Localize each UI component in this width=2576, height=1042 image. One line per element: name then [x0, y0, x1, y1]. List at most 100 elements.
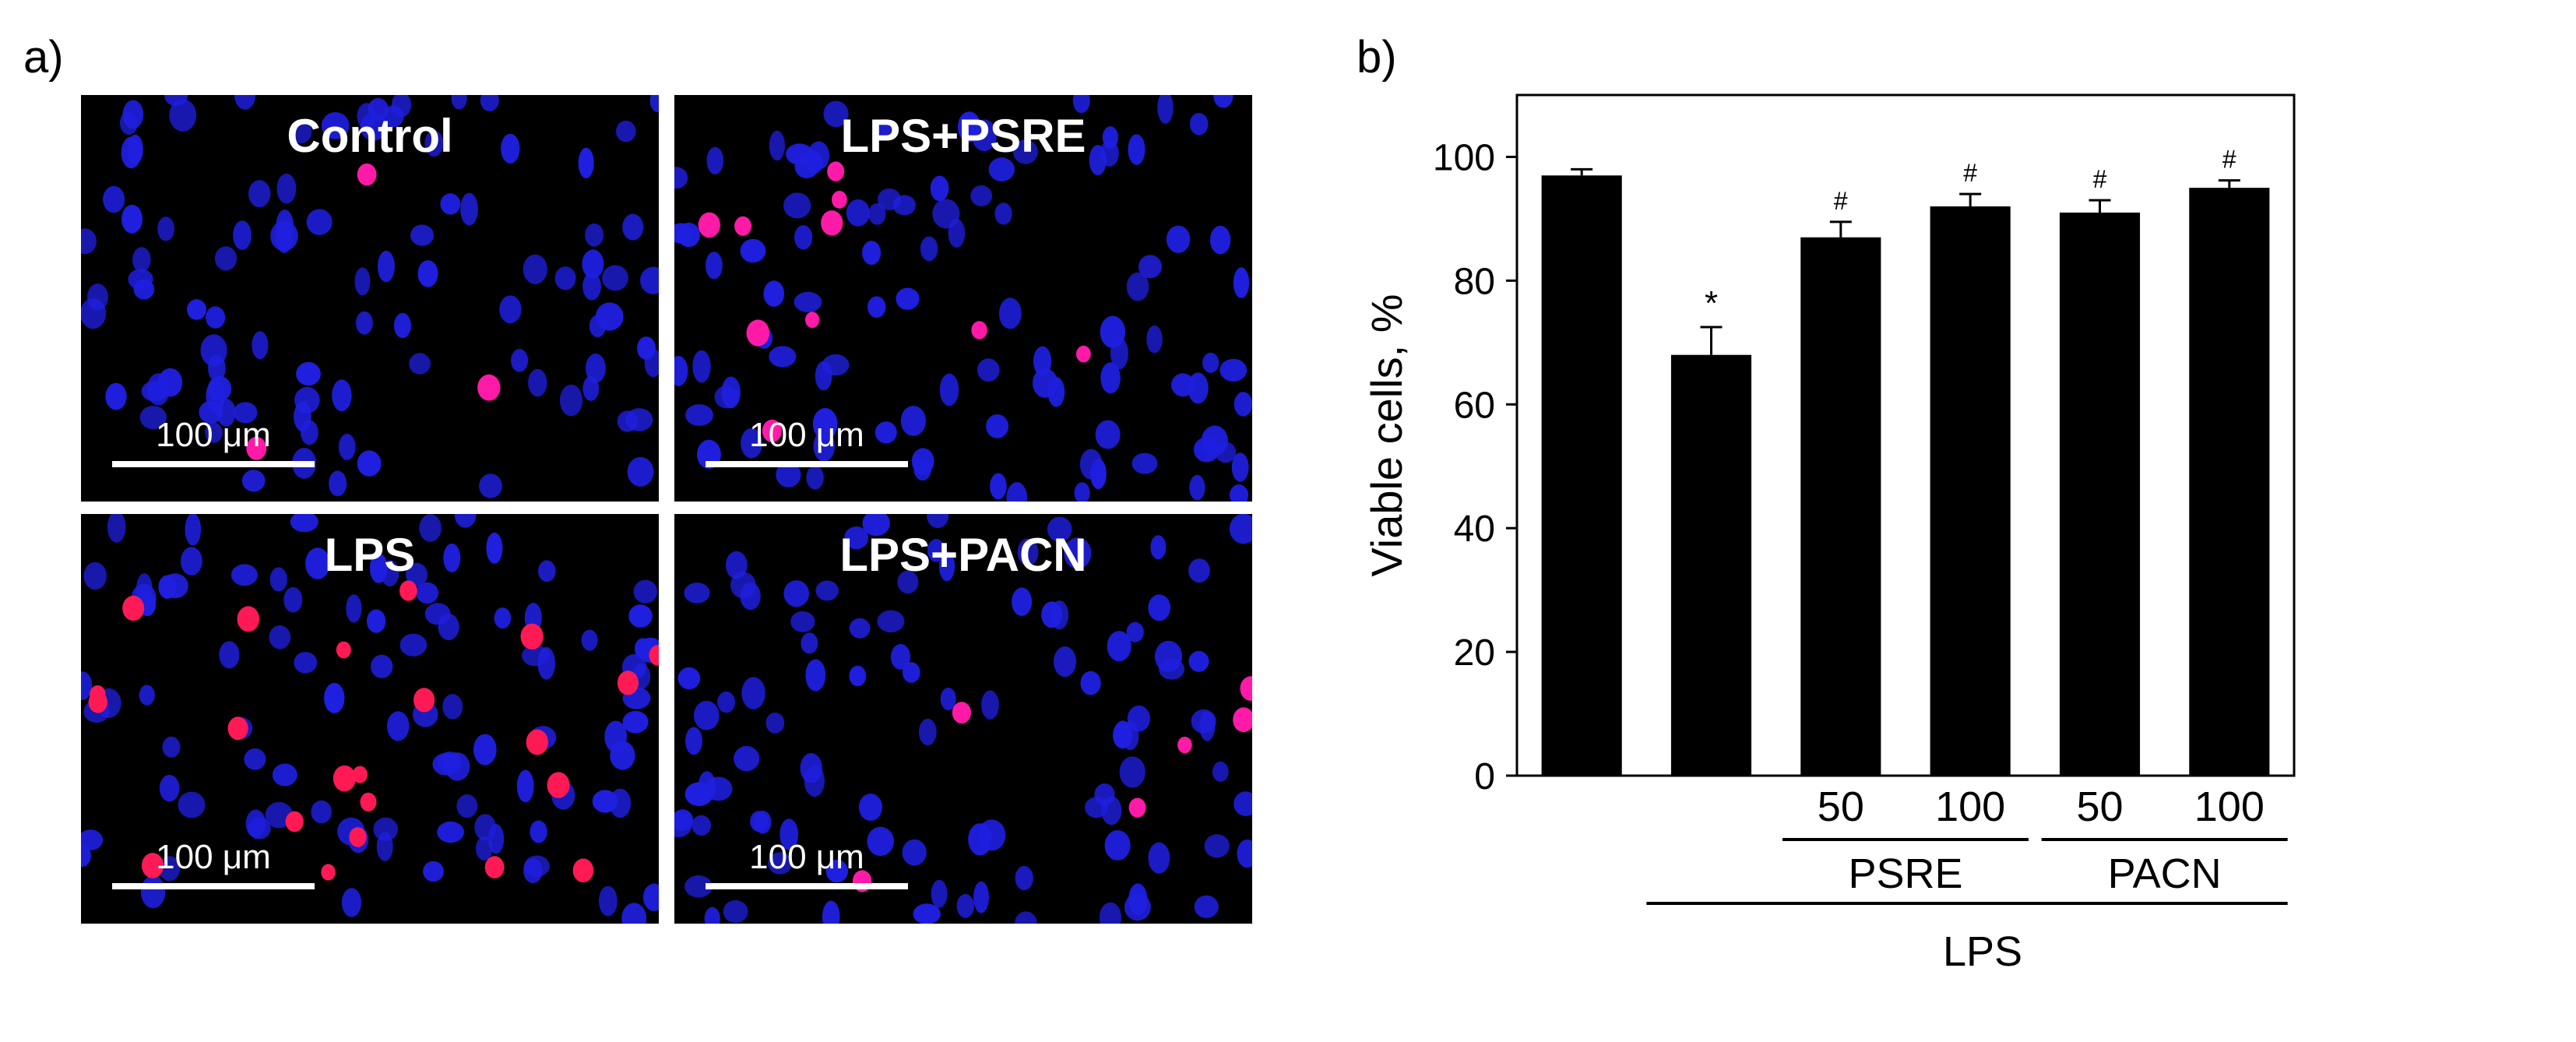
nucleus — [692, 350, 711, 383]
nucleus — [877, 610, 905, 633]
nucleus — [625, 408, 653, 431]
nucleus — [741, 428, 763, 459]
dead-cell-nucleus — [1233, 707, 1252, 733]
nucleus — [269, 625, 291, 649]
dead-cell-nucleus — [805, 312, 820, 329]
nucleus — [815, 580, 839, 601]
nucleus — [674, 167, 688, 189]
nucleus — [216, 398, 236, 427]
nucleus — [146, 373, 171, 406]
nucleus — [1202, 352, 1219, 373]
dead-cell-nucleus — [649, 645, 659, 666]
nucleus — [1100, 139, 1119, 167]
nucleus — [178, 791, 206, 818]
nucleus — [902, 839, 927, 866]
nucleus — [1124, 893, 1151, 921]
dead-cell-nucleus — [237, 606, 260, 632]
nucleus — [1233, 267, 1250, 298]
nucleus — [598, 885, 618, 917]
nucleus — [1047, 377, 1065, 407]
nucleus — [440, 193, 461, 215]
dead-cell-nucleus — [734, 216, 751, 236]
nucleus — [120, 111, 138, 136]
nucleus — [272, 763, 297, 787]
nucleus — [635, 638, 651, 660]
y-tick-label: 0 — [1474, 756, 1495, 797]
nucleus — [578, 147, 594, 178]
nucleus — [161, 573, 188, 599]
nucleus — [970, 185, 993, 206]
nucleus — [1128, 134, 1145, 165]
nuclei-image — [674, 514, 1252, 924]
dead-cell-nucleus — [971, 321, 987, 340]
nucleus — [706, 146, 724, 174]
nucleus — [406, 562, 428, 587]
dead-cell-nucleus — [572, 858, 594, 882]
nucleus — [417, 260, 438, 287]
nucleus — [581, 629, 598, 651]
nucleus — [105, 382, 127, 410]
significance-marker: * — [1705, 284, 1718, 322]
nucleus — [849, 665, 867, 687]
nucleus — [1064, 537, 1092, 569]
nucleus — [233, 220, 252, 250]
nucleus — [1233, 392, 1252, 417]
nucleus — [1100, 362, 1121, 394]
nucleus — [1171, 373, 1195, 397]
nucleus — [393, 312, 411, 339]
nucleus — [423, 861, 444, 882]
significance-marker: # — [1963, 159, 1977, 187]
y-tick-label: 100 — [1433, 137, 1495, 178]
nucleus — [706, 252, 723, 280]
dead-cell-nucleus — [352, 766, 368, 783]
nucleus — [763, 280, 785, 307]
dead-cell-nucleus — [321, 864, 336, 881]
dose-label: 50 — [2076, 783, 2123, 830]
significance-marker: # — [1834, 187, 1848, 215]
nucleus — [276, 173, 297, 204]
nucleus — [875, 421, 897, 444]
nucleus — [424, 130, 444, 157]
nucleus — [305, 547, 330, 579]
nucleus — [812, 407, 838, 440]
nucleus — [823, 100, 849, 128]
nucleus — [692, 815, 711, 836]
nucleus — [81, 829, 104, 850]
y-axis-label: Viable cells, % — [1362, 294, 1411, 576]
nucleus — [637, 336, 656, 360]
nucleus — [896, 287, 920, 310]
nucleus — [522, 645, 549, 667]
nucleus — [208, 375, 232, 402]
nucleus — [582, 272, 601, 301]
nucleus — [1131, 452, 1158, 474]
micrograph-title: LPS+PSRE — [840, 110, 1086, 162]
nucleus — [769, 130, 785, 161]
nucleus — [684, 583, 710, 604]
nucleus — [252, 331, 269, 360]
nucleus — [371, 654, 393, 678]
nucleus — [783, 580, 809, 607]
nucleus — [234, 95, 256, 110]
scale-label: 100 μm — [156, 416, 271, 454]
nucleus — [927, 514, 949, 528]
nucleus — [698, 771, 716, 802]
nucleus — [1150, 535, 1167, 560]
scale-label: 100 μm — [156, 838, 271, 876]
nucleus — [442, 694, 463, 720]
nucleus — [128, 269, 153, 290]
nucleus — [768, 852, 793, 875]
nucleus — [107, 514, 126, 543]
nucleus — [1157, 95, 1174, 124]
nucleus — [1110, 336, 1128, 370]
nucleus — [81, 228, 97, 255]
nucleus — [930, 175, 949, 202]
nucleus — [988, 157, 1015, 181]
bar — [1541, 175, 1622, 776]
nucleus — [1074, 482, 1090, 502]
nucleus — [621, 903, 647, 924]
plot-frame — [1515, 93, 2296, 777]
nucleus — [693, 700, 720, 730]
nucleus — [357, 450, 382, 477]
nucleus — [822, 900, 840, 924]
nucleus — [528, 368, 547, 397]
